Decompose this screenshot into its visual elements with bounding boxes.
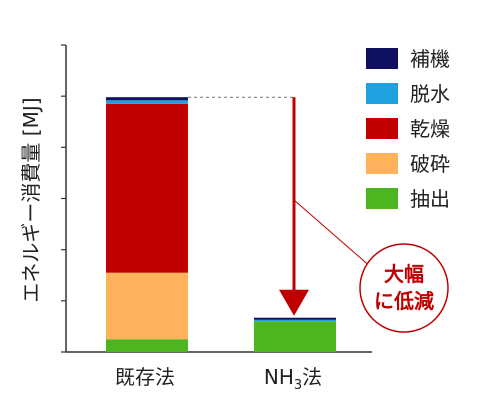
legend-swatch-補機 (366, 48, 398, 69)
bar-segment-破砕-0 (106, 272, 188, 340)
bar-segment-脱水-0 (106, 100, 188, 104)
legend-swatch-乾燥 (366, 118, 398, 139)
annotation-text-line-0: 大幅 (384, 262, 424, 286)
legend-swatch-抽出 (366, 188, 398, 209)
legend-label-破砕: 破砕 (410, 152, 450, 176)
legend-label-乾燥: 乾燥 (410, 117, 450, 141)
x-label-existing: 既存法 (115, 365, 175, 389)
x-label-nh3: NH3法 (264, 365, 322, 393)
legend-swatch-破砕 (366, 153, 398, 174)
annotation-circle (359, 243, 449, 333)
annotation-text-line-1: に低減 (374, 289, 434, 313)
legend-swatch-脱水 (366, 83, 398, 104)
bars-group (106, 97, 336, 352)
bar-segment-補機-1 (254, 317, 336, 320)
legend-label-補機: 補機 (410, 47, 450, 71)
legend-label-脱水: 脱水 (410, 82, 450, 106)
bar-segment-抽出-0 (106, 339, 188, 352)
y-axis-label: エネルギー消費量 [MJ] (19, 97, 43, 302)
bar-segment-抽出-1 (254, 321, 336, 352)
bar-segment-脱水-1 (254, 319, 336, 322)
reduction-arrow-head (279, 289, 309, 316)
x-labels-group: 既存法 NH3法 (115, 365, 322, 393)
bar-segment-乾燥-0 (106, 103, 188, 273)
legend-label-抽出: 抽出 (410, 187, 450, 211)
bar-segment-補機-0 (106, 97, 188, 101)
annotation-leader-line (293, 199, 373, 269)
